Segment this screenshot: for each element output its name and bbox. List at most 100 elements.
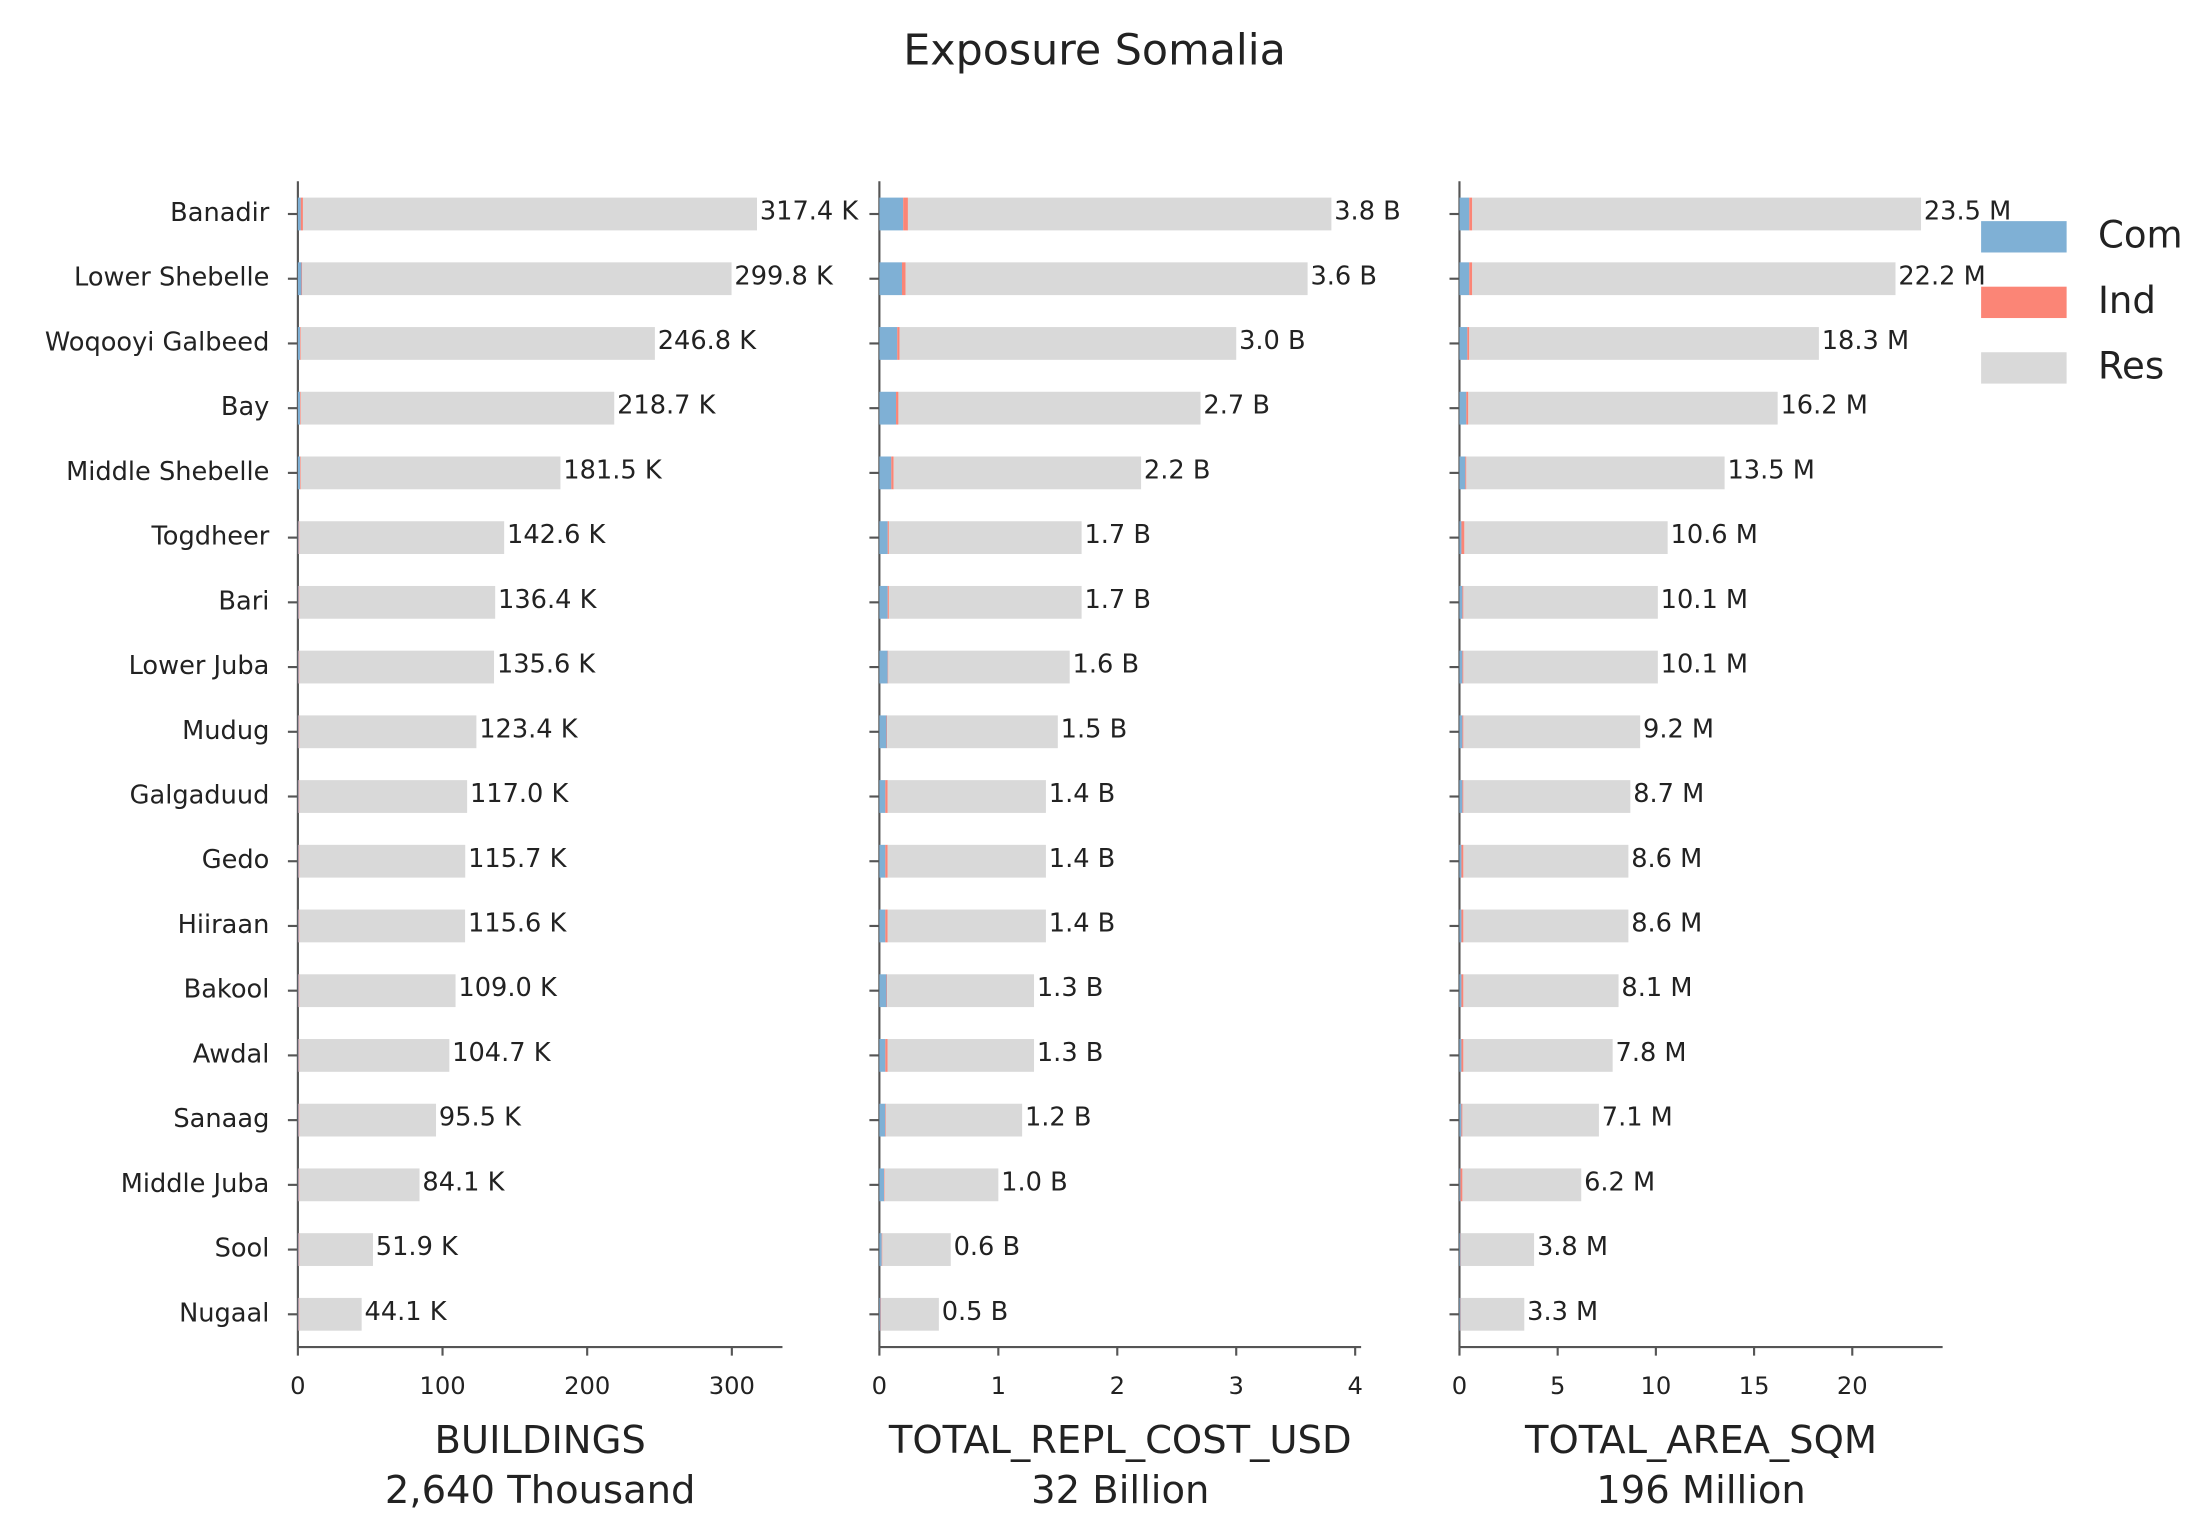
value-label: 8.6 M (1631, 909, 1702, 939)
y-tick-label: Woqooyi Galbeed (45, 327, 269, 357)
bar-segment (887, 780, 1046, 813)
bar-segment (299, 780, 468, 813)
bar-segment (297, 1103, 299, 1137)
bar-segment (298, 780, 300, 813)
bar-segment (1459, 1103, 1462, 1137)
x-axis-label: BUILDINGS (435, 1418, 646, 1463)
bar-segment (1459, 715, 1463, 749)
x-axis-sublabel: 32 Billion (1031, 1468, 1209, 1513)
bar-segment (879, 1168, 885, 1202)
bar-segment (1466, 456, 1725, 490)
value-label: 218.7 K (617, 391, 717, 421)
value-label: 10.1 M (1661, 585, 1748, 615)
x-tick-label: 5 (1550, 1372, 1565, 1400)
bar-segment (297, 780, 299, 813)
x-tick-label: 0 (872, 1372, 887, 1400)
bar-segment (297, 456, 301, 490)
bar-segment (893, 456, 1142, 490)
bar-segment (299, 1233, 373, 1266)
value-label: 1.0 B (1001, 1167, 1068, 1197)
bar-segment (1461, 844, 1464, 878)
bar-segment (879, 1039, 886, 1072)
bar-segment (1468, 391, 1778, 425)
y-tick-label: Sool (215, 1234, 270, 1264)
y-tick-label: Bakool (184, 975, 270, 1005)
value-label: 3.6 B (1310, 261, 1377, 291)
bar-segment (299, 1168, 420, 1202)
bar-segment (1469, 327, 1819, 360)
value-label: 8.6 M (1631, 844, 1702, 874)
bar-segment (1461, 974, 1464, 1008)
bar-segment (297, 1039, 299, 1072)
bar-segment (888, 650, 1070, 684)
bar-segment (299, 1103, 437, 1137)
value-label: 109.0 K (458, 973, 558, 1003)
value-label: 3.8 B (1334, 197, 1401, 227)
value-label: 1.6 B (1073, 650, 1140, 680)
value-label: 1.4 B (1049, 909, 1116, 939)
bar-segment (1469, 197, 1473, 231)
value-label: 1.3 B (1037, 1038, 1104, 1068)
value-label: 16.2 M (1780, 391, 1867, 421)
bar-segment (884, 1168, 885, 1202)
bar-segment (879, 391, 897, 425)
legend-swatch (1981, 221, 2067, 253)
bar-segment (879, 585, 888, 619)
bar-segment (879, 909, 886, 943)
bar-segment (887, 650, 889, 684)
bar-segment (299, 844, 466, 878)
value-label: 246.8 K (658, 326, 758, 356)
bar-segment (298, 1168, 300, 1202)
bar-segment (299, 974, 456, 1008)
bar-segment (907, 197, 1332, 231)
bar-segment (299, 585, 496, 619)
bar-segment (1466, 391, 1469, 425)
bar-segment (887, 974, 1035, 1008)
value-label: 10.1 M (1661, 650, 1748, 680)
x-tick-label: 0 (1452, 1372, 1467, 1400)
bar-segment (885, 844, 888, 878)
bar-segment (884, 1168, 999, 1202)
bar-segment (297, 197, 301, 231)
y-tick-label: Middle Shebelle (66, 457, 269, 487)
bar-segment (888, 521, 1082, 555)
value-label: 9.2 M (1643, 714, 1714, 744)
legend-label: Com (2098, 213, 2183, 256)
y-tick-label: Middle Juba (121, 1169, 270, 1199)
bar-segment (891, 456, 894, 490)
bar-segment (297, 909, 299, 943)
bar-segment (879, 197, 904, 231)
bar-segment (299, 1039, 450, 1072)
x-tick-label: 15 (1739, 1372, 1770, 1400)
bar-segment (896, 391, 899, 425)
value-label: 1.3 B (1037, 973, 1104, 1003)
bar-segment (1459, 1039, 1462, 1072)
value-label: 84.1 K (422, 1167, 505, 1197)
bar-segment (297, 327, 301, 360)
bar-segment (299, 1297, 362, 1331)
y-tick-label: Sanaag (173, 1104, 269, 1134)
bar-segment (298, 974, 300, 1008)
bar-segment (879, 780, 886, 813)
value-label: 142.6 K (507, 520, 607, 550)
x-tick-label: 200 (564, 1372, 610, 1400)
value-label: 10.6 M (1671, 520, 1758, 550)
bar-segment (1461, 909, 1464, 943)
bar-segment (298, 1233, 300, 1266)
x-tick-label: 300 (709, 1372, 755, 1400)
x-axis-sublabel: 2,640 Thousand (385, 1468, 696, 1513)
x-tick-label: 20 (1837, 1372, 1868, 1400)
bar-segment (886, 974, 888, 1008)
y-tick-label: Togdheer (150, 522, 269, 552)
bar-segment (879, 327, 898, 360)
value-label: 95.5 K (439, 1103, 522, 1133)
bar-segment (1459, 197, 1470, 231)
bar-segment (1462, 780, 1464, 813)
bar-segment (297, 650, 299, 684)
bar-segment (905, 262, 1308, 296)
value-label: 1.7 B (1084, 585, 1151, 615)
y-tick-label: Hiiraan (178, 910, 270, 940)
bar-segment (887, 521, 889, 555)
value-label: 1.2 B (1025, 1103, 1092, 1133)
bar-segment (1461, 1039, 1464, 1072)
